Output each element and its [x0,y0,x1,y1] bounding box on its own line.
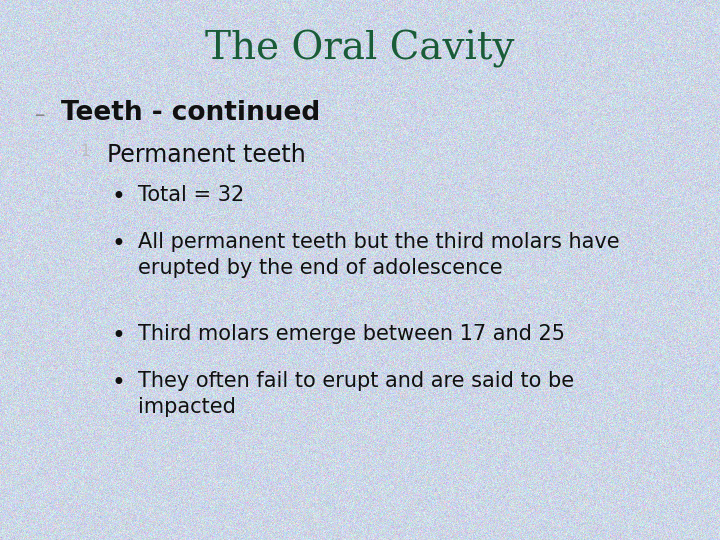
Text: –: – [35,105,45,125]
Text: •: • [112,371,126,395]
Text: Total = 32: Total = 32 [138,185,245,205]
Text: •: • [112,324,126,348]
Text: Permanent teeth: Permanent teeth [107,143,305,167]
Text: They often fail to erupt and are said to be
impacted: They often fail to erupt and are said to… [138,371,575,416]
Text: •: • [112,232,126,256]
Text: The Oral Cavity: The Oral Cavity [205,30,515,68]
Text: 1: 1 [81,144,90,159]
Text: Third molars emerge between 17 and 25: Third molars emerge between 17 and 25 [138,324,565,344]
Text: Teeth - continued: Teeth - continued [61,100,320,126]
Text: All permanent teeth but the third molars have
erupted by the end of adolescence: All permanent teeth but the third molars… [138,232,620,278]
Text: •: • [112,185,126,208]
